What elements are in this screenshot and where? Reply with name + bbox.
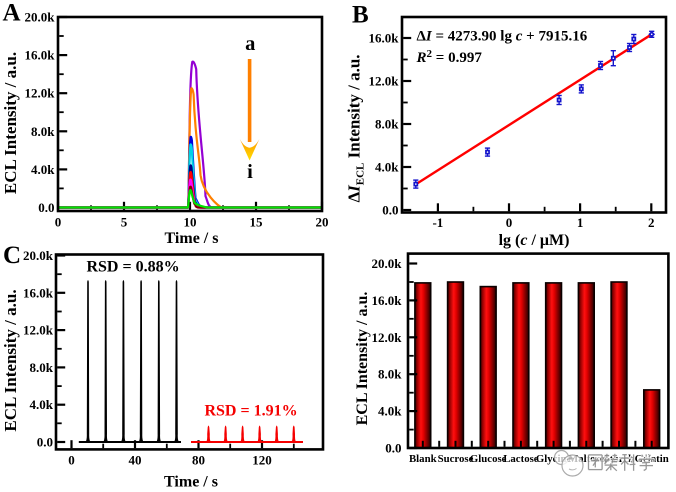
- svg-text:12.0k: 12.0k: [23, 323, 54, 338]
- svg-text:0: 0: [506, 215, 513, 230]
- svg-text:ECL Intensity / a.u.: ECL Intensity / a.u.: [1, 52, 20, 194]
- svg-text:Glucose: Glucose: [470, 453, 507, 465]
- svg-text:4.0k: 4.0k: [378, 404, 402, 419]
- svg-text:8.0k: 8.0k: [30, 360, 54, 375]
- svg-text:R2 = 0.997: R2 = 0.997: [416, 48, 483, 66]
- svg-text:0.0: 0.0: [382, 203, 398, 218]
- svg-text:A: A: [3, 0, 21, 27]
- svg-text:2: 2: [648, 215, 655, 230]
- svg-text:12.0k: 12.0k: [372, 330, 403, 345]
- svg-text:8.0k: 8.0k: [31, 124, 55, 139]
- svg-text:Blank: Blank: [409, 453, 437, 465]
- svg-text:lg (c / μM): lg (c / μM): [499, 232, 570, 249]
- svg-text:0: 0: [55, 215, 62, 230]
- svg-text:B: B: [352, 2, 369, 29]
- svg-text:0.0: 0.0: [385, 441, 401, 456]
- svg-text:15: 15: [250, 215, 264, 230]
- svg-text:C: C: [3, 242, 21, 269]
- svg-text:Sucrose: Sucrose: [438, 453, 474, 465]
- svg-text:0.0: 0.0: [37, 435, 53, 450]
- svg-text:120: 120: [252, 453, 272, 468]
- svg-text:ΔI = 4273.90 lg c + 7915.16: ΔI = 4273.90 lg c + 7915.16: [417, 29, 588, 45]
- svg-text:12.0k: 12.0k: [25, 86, 56, 101]
- svg-text:ECL Intensity / a.u.: ECL Intensity / a.u.: [354, 292, 371, 426]
- svg-text:5: 5: [121, 215, 128, 230]
- svg-text:20.0k: 20.0k: [23, 248, 54, 263]
- svg-text:RSD = 0.88%: RSD = 0.88%: [86, 259, 179, 276]
- svg-text:-1: -1: [432, 215, 443, 230]
- svg-text:ECL Intensity / a.u.: ECL Intensity / a.u.: [1, 289, 20, 431]
- svg-text:12.0k: 12.0k: [369, 74, 400, 89]
- svg-text:20.0k: 20.0k: [372, 256, 403, 271]
- svg-text:1: 1: [577, 215, 584, 230]
- svg-text:10: 10: [184, 215, 197, 230]
- svg-text:16.0k: 16.0k: [23, 285, 54, 300]
- svg-text:0.0: 0.0: [38, 200, 54, 215]
- svg-text:16.0k: 16.0k: [372, 293, 403, 308]
- svg-text:Time / s: Time / s: [165, 230, 219, 247]
- svg-text:ΔIECL Intensity / a.u.: ΔIECL Intensity / a.u.: [345, 54, 367, 202]
- svg-text:4.0k: 4.0k: [31, 162, 55, 177]
- svg-text:16.0k: 16.0k: [25, 48, 56, 63]
- svg-text:8.0k: 8.0k: [375, 117, 399, 132]
- svg-text:40: 40: [129, 453, 142, 468]
- svg-text:Time / s: Time / s: [164, 474, 218, 491]
- svg-text:4.0k: 4.0k: [30, 397, 54, 412]
- svg-text:a: a: [245, 33, 255, 55]
- svg-text:20: 20: [316, 215, 329, 230]
- svg-text:20.0k: 20.0k: [25, 10, 56, 25]
- svg-text:RSD = 1.91%: RSD = 1.91%: [204, 403, 297, 420]
- svg-text:i: i: [247, 161, 253, 183]
- svg-text:Lactose: Lactose: [503, 453, 539, 465]
- svg-text:16.0k: 16.0k: [369, 31, 400, 46]
- svg-text:0: 0: [68, 453, 75, 468]
- svg-text:4.0k: 4.0k: [375, 160, 399, 175]
- svg-text:80: 80: [192, 453, 205, 468]
- svg-text:8.0k: 8.0k: [378, 367, 402, 382]
